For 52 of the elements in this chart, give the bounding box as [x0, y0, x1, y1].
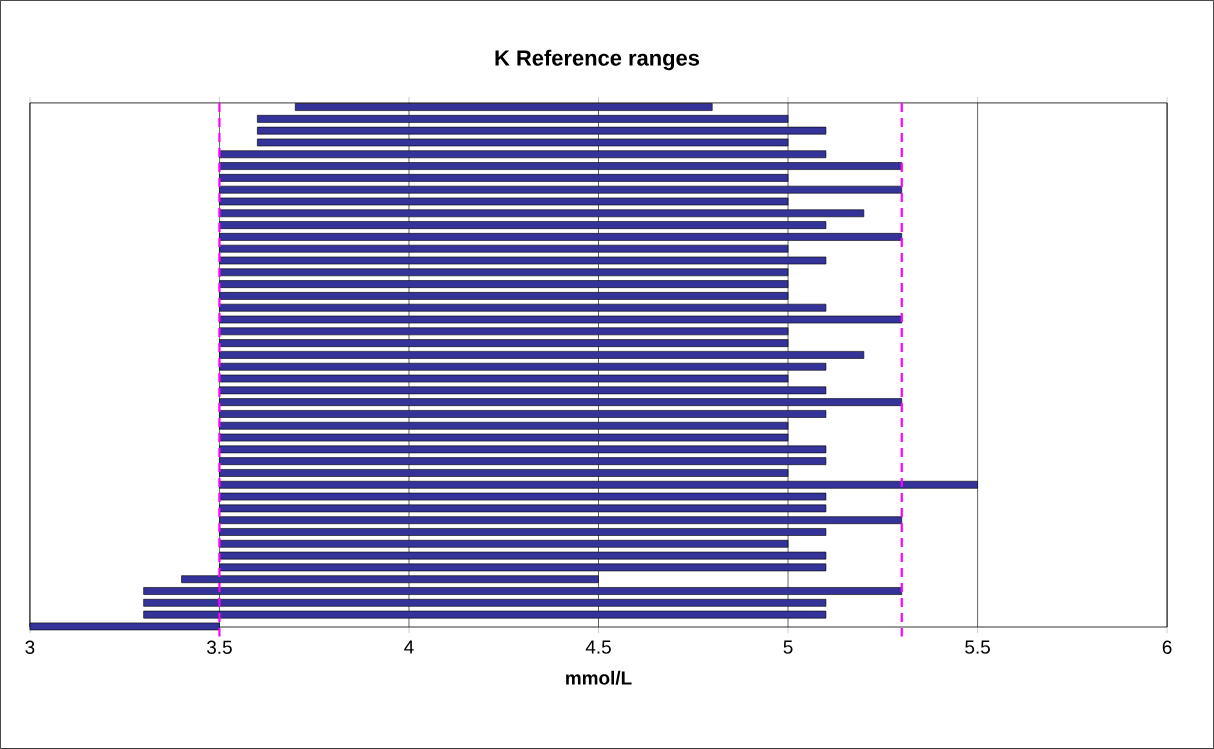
- bar: [219, 315, 903, 324]
- bar: [219, 339, 789, 347]
- bar: [219, 457, 827, 466]
- bar: [143, 599, 827, 607]
- bar: [219, 150, 827, 159]
- x-tick-label: 4: [404, 640, 414, 654]
- chart-title: K Reference ranges: [495, 49, 700, 71]
- x-tick-label: 6: [1162, 640, 1172, 654]
- bar: [219, 551, 827, 560]
- bar: [219, 421, 789, 430]
- bar: [219, 563, 827, 572]
- bar: [219, 303, 827, 312]
- bar: [219, 209, 865, 218]
- x-tick-label: 5.5: [965, 640, 990, 654]
- bar: [257, 126, 827, 135]
- bar: [181, 575, 599, 584]
- bar: [219, 185, 903, 194]
- bar: [219, 480, 978, 489]
- bar: [219, 233, 903, 241]
- bar: [219, 398, 903, 407]
- bar: [257, 115, 789, 123]
- x-tick-label: 5: [783, 640, 793, 654]
- bar: [219, 504, 827, 513]
- bar: [219, 174, 789, 182]
- bar: [219, 386, 827, 395]
- bar: [219, 492, 827, 501]
- x-axis-title: mmol/L: [566, 670, 632, 685]
- x-tick-label: 3.5: [207, 640, 232, 654]
- bar: [219, 292, 789, 300]
- x-tick-label: 4.5: [585, 640, 611, 654]
- bar: [143, 587, 903, 595]
- bar: [219, 256, 827, 265]
- bar: [219, 374, 789, 383]
- bar: [219, 268, 789, 277]
- bar: [143, 610, 827, 619]
- bar: [219, 197, 789, 206]
- bar: [219, 280, 789, 288]
- bar: [219, 362, 827, 371]
- bar: [257, 138, 789, 147]
- x-tick-label: 3: [25, 640, 35, 654]
- bar: [219, 221, 827, 229]
- bar: [219, 410, 827, 418]
- bar: [219, 433, 789, 442]
- bar: [219, 162, 903, 170]
- bar: [219, 539, 789, 548]
- bar: [219, 327, 789, 336]
- bar: [219, 469, 789, 477]
- bar: [219, 445, 827, 454]
- bar: [219, 244, 789, 253]
- bar: [219, 351, 865, 359]
- bar: [219, 516, 903, 525]
- bar: [219, 528, 827, 536]
